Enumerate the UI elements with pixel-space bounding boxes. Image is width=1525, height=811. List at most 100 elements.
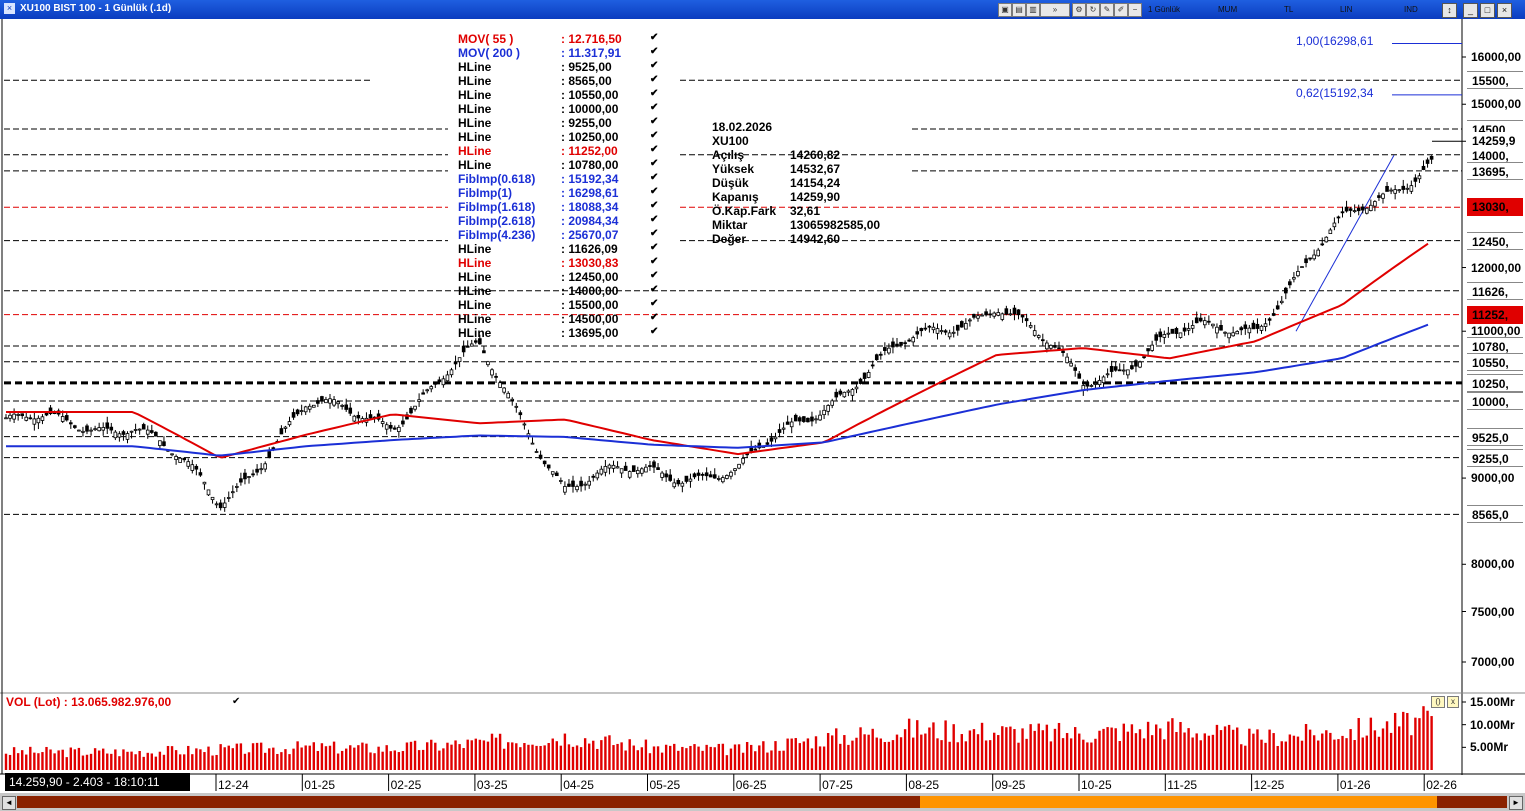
legend-check-icon[interactable]: ✔ [650, 144, 659, 155]
close-button[interactable]: × [1497, 3, 1512, 18]
legend-check-icon[interactable]: ✔ [650, 214, 659, 225]
volume-bar [766, 752, 769, 770]
volume-bar [754, 751, 757, 770]
legend-value: : 9525,00 [561, 60, 612, 74]
volume-bar [1215, 724, 1219, 770]
legend-check-icon[interactable]: ✔ [650, 242, 659, 253]
candle-body [951, 331, 956, 334]
price-chart[interactable] [0, 19, 1525, 793]
candle-body [688, 478, 693, 482]
legend-check-icon[interactable]: ✔ [650, 312, 659, 323]
volume-bar [891, 740, 895, 770]
volume-bar [1009, 726, 1012, 770]
legend-check-icon[interactable]: ✔ [650, 158, 659, 169]
volume-legend: VOL (Lot) : 13.065.982.976,00 [6, 695, 172, 709]
candle-body [1142, 356, 1146, 359]
volume-bar [393, 750, 396, 770]
draw-icon[interactable]: ✎ [1100, 3, 1114, 17]
legend-check-icon[interactable]: ✔ [650, 88, 659, 99]
folder-icon[interactable]: ▤ [1012, 3, 1026, 17]
legend-check-icon[interactable]: ✔ [650, 326, 659, 337]
candle-body [328, 398, 332, 404]
candle-body [1227, 332, 1231, 339]
volume-bar [114, 749, 117, 770]
legend-check-icon[interactable]: ✔ [650, 74, 659, 85]
scroll-left-icon[interactable]: ◄ [2, 796, 16, 810]
candle-body [1138, 361, 1142, 368]
legend-check-icon[interactable]: ✔ [650, 284, 659, 295]
scroll-right-icon[interactable]: ► [1509, 796, 1523, 810]
candle-body [1381, 193, 1385, 199]
volume-bar [531, 744, 534, 770]
candle-body [1296, 271, 1300, 277]
volume-bar [689, 745, 692, 770]
legend-value: : 18088,34 [561, 200, 619, 214]
pen-icon[interactable]: ✐ [1114, 3, 1128, 17]
volume-bar [4, 753, 8, 770]
legend-check-icon[interactable]: ✔ [650, 116, 659, 127]
horizontal-scrollbar[interactable]: ◄ ► [0, 793, 1525, 811]
volume-close-button[interactable]: x [1447, 696, 1459, 708]
legend-check-icon[interactable]: ✔ [650, 172, 659, 183]
info-value: 32,61 [790, 204, 821, 218]
candle-body [1109, 366, 1114, 372]
minimize-button[interactable]: _ [1463, 3, 1478, 18]
candle-body [1300, 266, 1304, 268]
volume-bar [106, 753, 109, 770]
volume-bar [320, 743, 324, 770]
indicator-menu[interactable]: IND [1404, 5, 1418, 14]
maximize-button[interactable]: □ [1480, 3, 1495, 18]
window-resize-button[interactable]: ↕ [1442, 3, 1457, 18]
period-selector[interactable]: 1 Günlük [1148, 5, 1181, 14]
candle-body [174, 456, 178, 460]
legend-check-icon[interactable]: ✔ [650, 60, 659, 71]
legend-check-icon[interactable]: ✔ [650, 228, 659, 239]
legend-check-icon[interactable]: ✔ [650, 200, 659, 211]
forward-icon[interactable]: » [1040, 3, 1070, 17]
volume-bar [381, 751, 384, 770]
legend-check-icon[interactable]: ✔ [650, 298, 659, 309]
candle-body [984, 311, 988, 316]
volume-bar [16, 753, 20, 770]
candle-body [1061, 350, 1065, 353]
scale-selector[interactable]: LIN [1340, 5, 1353, 14]
candle-body [267, 451, 272, 458]
volume-bar [494, 737, 498, 770]
chart-type-selector[interactable]: MUM [1218, 5, 1238, 14]
legend-check-icon[interactable]: ✔ [650, 46, 659, 57]
settings-icon[interactable]: ⚙ [1072, 3, 1086, 17]
legend-check-icon[interactable]: ✔ [650, 32, 659, 43]
volume-bar [1353, 740, 1356, 770]
volume-bar [490, 733, 494, 770]
system-menu-icon[interactable]: × [4, 3, 15, 14]
volume-bar [697, 746, 700, 770]
candle-body [854, 386, 859, 390]
minus-icon[interactable]: − [1128, 3, 1142, 17]
candle-body [243, 472, 247, 480]
volume-bar [972, 729, 976, 770]
legend-check-icon[interactable]: ✔ [650, 270, 659, 281]
volume-check-icon[interactable]: ✔ [232, 696, 241, 707]
volume-bar [284, 749, 287, 770]
candle-body [968, 319, 972, 322]
volume-bar [1260, 739, 1263, 770]
candle-body [482, 350, 486, 354]
legend-check-icon[interactable]: ✔ [650, 130, 659, 141]
legend-check-icon[interactable]: ✔ [650, 186, 659, 197]
legend-check-icon[interactable]: ✔ [650, 256, 659, 267]
currency-selector[interactable]: TL [1284, 5, 1294, 14]
volume-bar [389, 751, 392, 770]
scroll-thumb[interactable] [920, 796, 1437, 808]
window-icon[interactable]: ▣ [998, 3, 1012, 17]
volume-bar [1292, 735, 1296, 770]
refresh-icon[interactable]: ↻ [1086, 3, 1100, 17]
print-icon[interactable]: ▥ [1026, 3, 1040, 17]
volume-bar [462, 748, 465, 770]
volume-restore-button[interactable]: () [1431, 696, 1445, 708]
legend-check-icon[interactable]: ✔ [650, 102, 659, 113]
candle-body [510, 398, 515, 401]
volume-bar [97, 750, 101, 770]
legend-value: : 11.317,91 [561, 46, 622, 60]
volume-axis-label: 15.00Mr [1470, 695, 1515, 709]
candle-body [421, 392, 425, 395]
